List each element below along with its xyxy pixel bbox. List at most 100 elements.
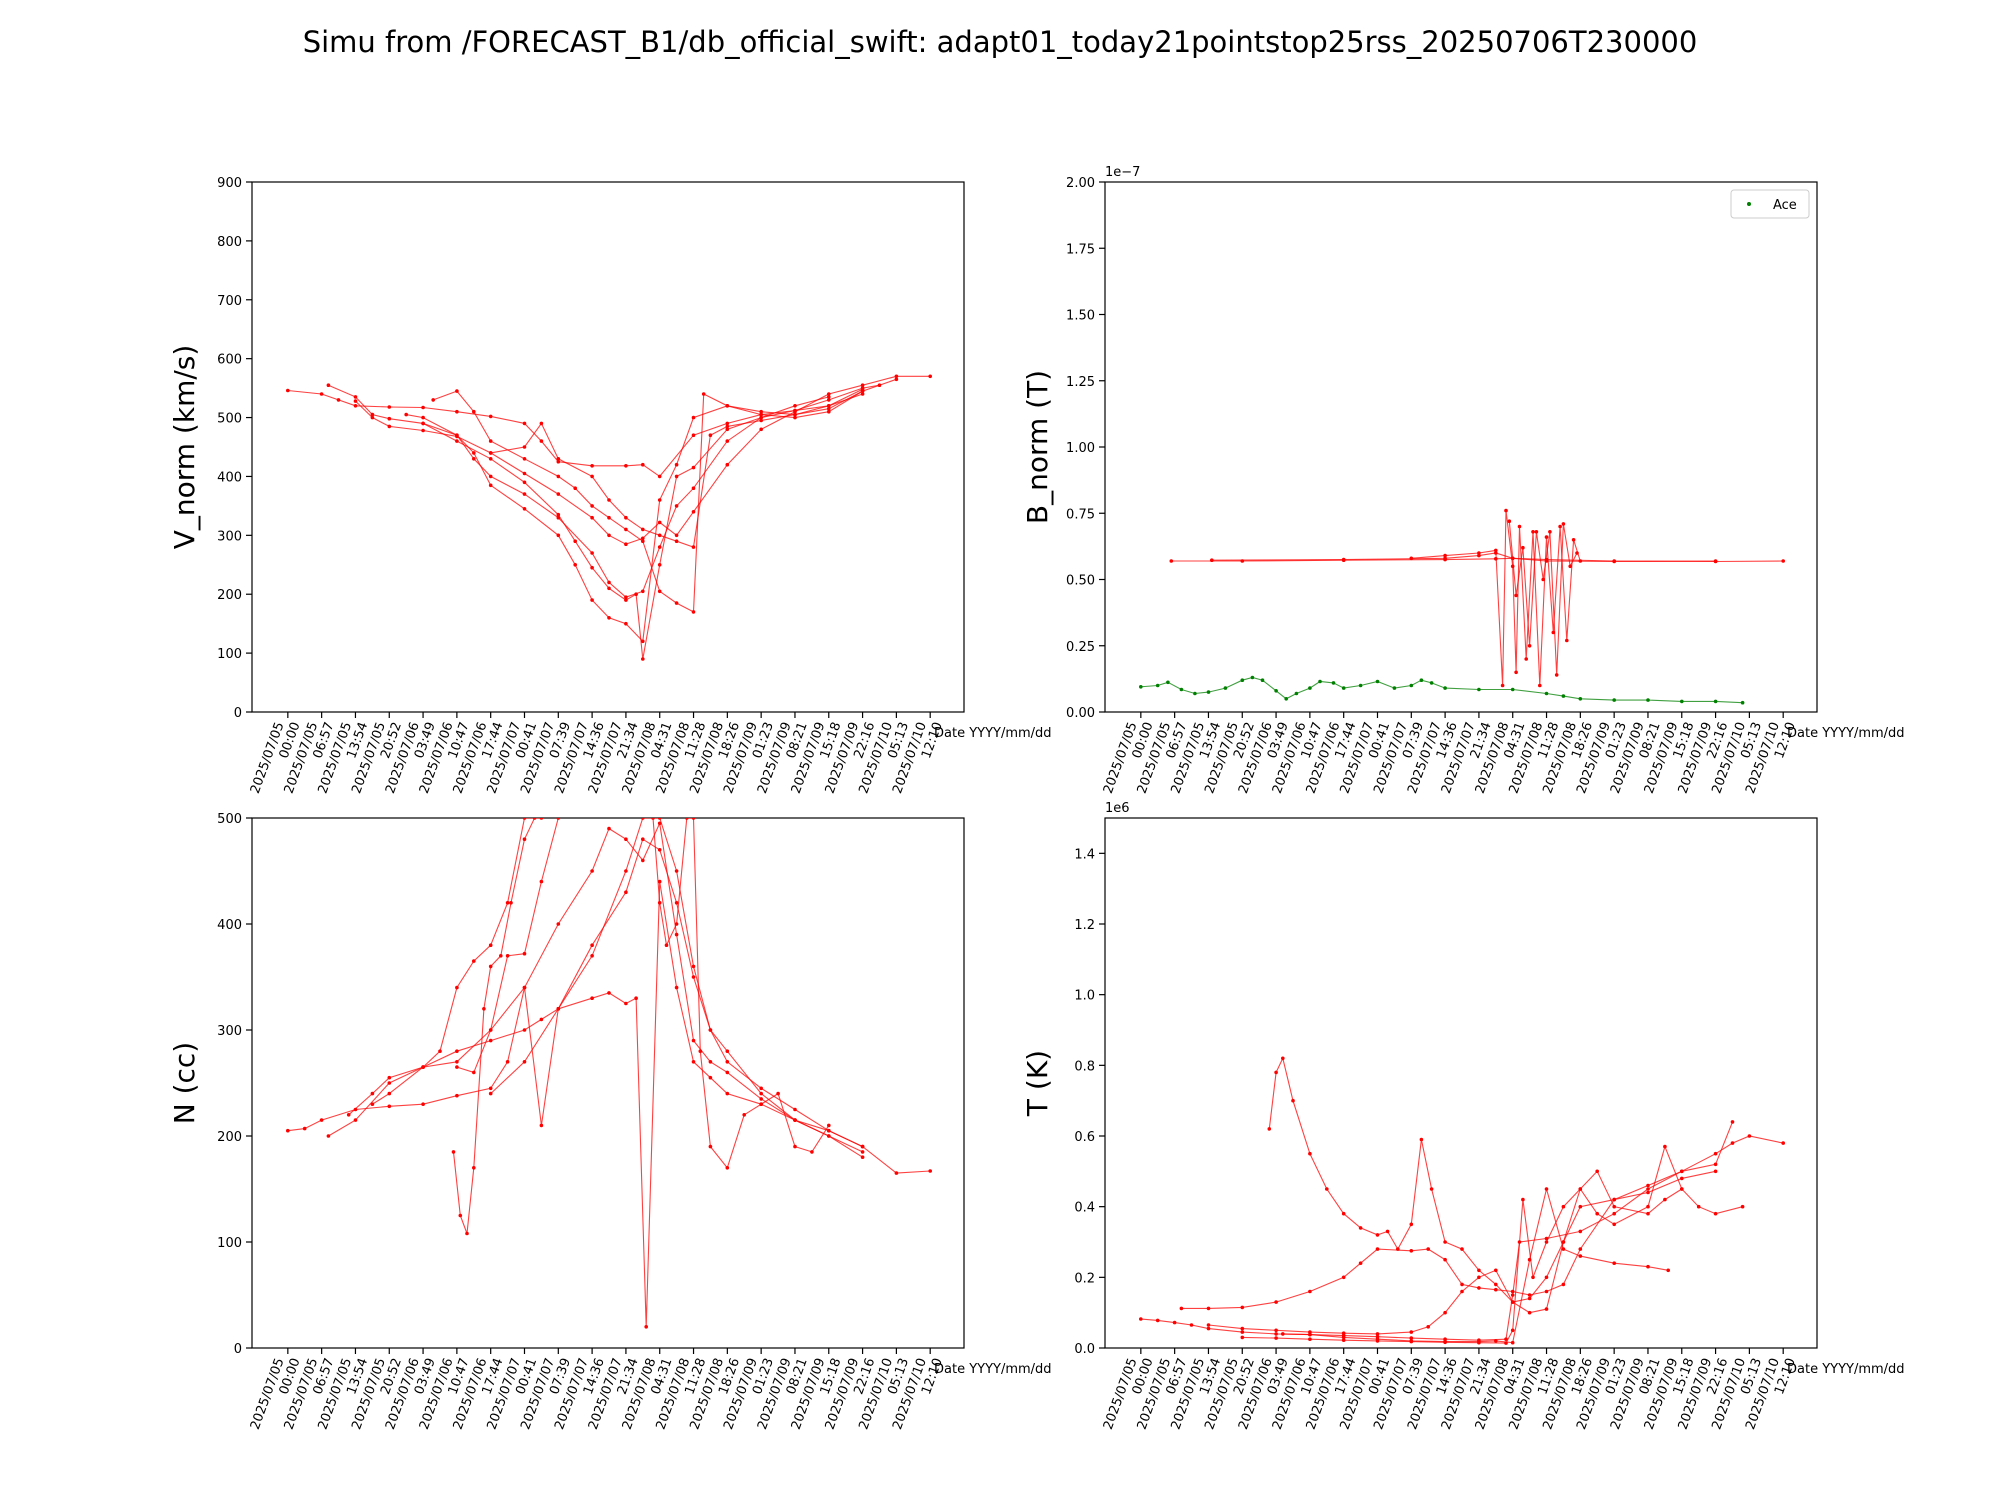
data-point — [286, 388, 290, 393]
data-point — [664, 943, 669, 947]
data-point — [1565, 638, 1569, 643]
y-axis-label: T (K) — [1021, 1050, 1054, 1117]
data-point — [556, 922, 561, 926]
data-point — [827, 1134, 831, 1138]
data-point — [725, 439, 730, 443]
data-point — [1544, 1240, 1549, 1244]
data-point — [1274, 1336, 1278, 1340]
data-point — [674, 869, 679, 873]
data-point — [827, 1123, 831, 1128]
y-tick-label: 2.00 — [1066, 176, 1095, 191]
data-point — [1409, 1336, 1414, 1340]
series-line-3 — [1268, 1056, 1743, 1314]
data-point — [657, 563, 662, 567]
data-point — [590, 464, 594, 468]
data-point — [488, 943, 493, 947]
data-point — [1561, 1247, 1566, 1251]
data-point — [1139, 1317, 1143, 1321]
legend-marker — [1747, 202, 1751, 206]
chart-panel-top-right: 0.00 0.25 0.50 0.75 1.00 1.25 1.50 1.75 2.00 1e−7… — [1021, 165, 1905, 796]
data-point — [488, 964, 493, 969]
data-point — [1358, 1261, 1363, 1265]
data-point — [509, 901, 513, 905]
data-point — [458, 1213, 463, 1218]
data-point — [455, 1060, 459, 1064]
data-point — [674, 504, 679, 508]
data-point — [657, 848, 662, 852]
data-point — [1409, 1249, 1414, 1253]
data-point — [1612, 1197, 1616, 1202]
data-point — [1510, 687, 1515, 692]
data-point — [1646, 1183, 1650, 1188]
data-point — [860, 1144, 865, 1149]
data-point — [455, 439, 459, 443]
data-point — [455, 1093, 459, 1098]
data-point — [1781, 1141, 1785, 1145]
data-point — [657, 879, 662, 884]
data-point — [793, 412, 797, 417]
data-point — [326, 1134, 331, 1138]
data-point — [928, 1169, 932, 1173]
data-point — [641, 818, 645, 820]
data-point — [1477, 1339, 1481, 1344]
data-point — [657, 498, 662, 502]
data-point — [1385, 1229, 1390, 1234]
data-point — [590, 996, 594, 1000]
data-point — [387, 405, 392, 409]
data-point — [421, 428, 425, 433]
data-point — [1166, 680, 1170, 685]
data-point — [1578, 559, 1583, 563]
data-point — [607, 826, 611, 831]
data-point — [1571, 538, 1576, 542]
data-point — [691, 1038, 696, 1043]
data-point — [539, 421, 544, 426]
data-point — [472, 1070, 476, 1075]
data-point — [725, 424, 730, 429]
y-tick-label: 1.4 — [1074, 847, 1095, 862]
data-point — [1206, 1326, 1211, 1331]
data-point — [522, 507, 527, 511]
data-point — [1419, 678, 1424, 682]
data-point — [539, 439, 544, 443]
data-point — [455, 1065, 459, 1069]
data-point — [1443, 1310, 1447, 1315]
data-point — [827, 1128, 831, 1133]
data-point — [1274, 1300, 1278, 1304]
data-point — [1375, 1247, 1380, 1251]
data-point — [1494, 1339, 1498, 1343]
data-point — [488, 457, 493, 461]
legend-box — [1730, 189, 1810, 219]
data-point — [1500, 683, 1505, 688]
data-point — [1612, 1211, 1616, 1216]
data-point — [1139, 685, 1143, 689]
data-point — [1646, 698, 1650, 702]
data-point — [1544, 1275, 1549, 1280]
data-point — [657, 520, 662, 525]
x-axis-label: Date YYYY/mm/dd — [1787, 1362, 1905, 1377]
data-point — [455, 389, 459, 393]
data-point — [725, 1049, 730, 1053]
series-line-2 — [406, 396, 829, 598]
data-point — [522, 1028, 527, 1032]
y-tick-label: 0 — [234, 1342, 242, 1357]
data-point — [725, 1060, 730, 1064]
data-point — [1172, 1320, 1177, 1325]
x-axis-label: Date YYYY/mm/dd — [934, 1362, 1052, 1377]
data-point — [1443, 553, 1447, 558]
data-point — [1341, 686, 1346, 690]
data-point — [590, 474, 594, 479]
data-point — [759, 1091, 763, 1096]
series-group — [1139, 508, 1785, 705]
x-axis-label: Date YYYY/mm/dd — [1787, 726, 1905, 741]
data-point — [1646, 1204, 1650, 1209]
data-point — [1429, 1187, 1434, 1191]
y-tick-label: 1.2 — [1074, 918, 1095, 933]
y-tick-label: 0 — [234, 706, 242, 721]
data-point — [1281, 1332, 1285, 1336]
data-point — [691, 545, 696, 549]
data-point — [286, 1128, 290, 1133]
data-point — [776, 1091, 780, 1096]
data-point — [522, 492, 527, 496]
data-point — [708, 1075, 713, 1080]
data-point — [691, 433, 696, 438]
